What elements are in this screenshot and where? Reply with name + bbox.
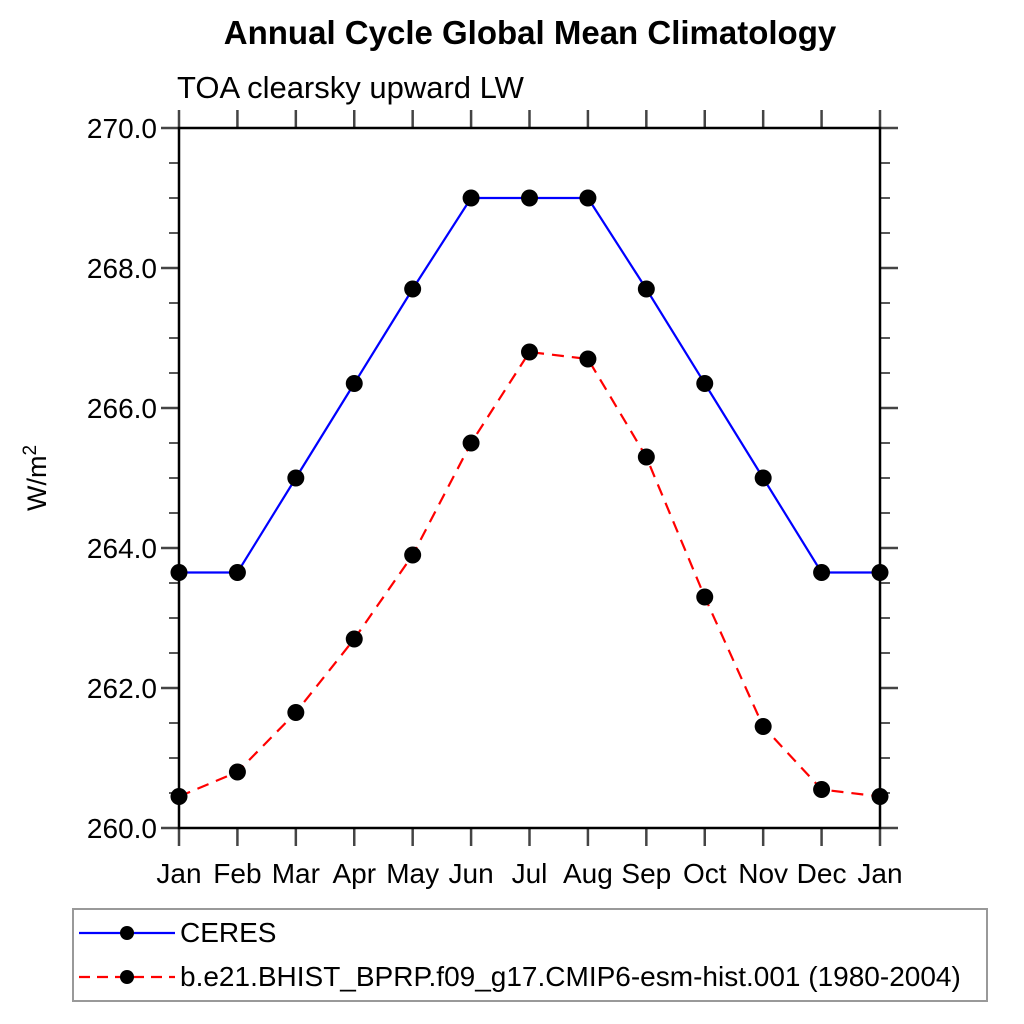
- y-tick-label: 260.0: [87, 813, 157, 844]
- legend-line-sample: [79, 926, 175, 940]
- data-point-marker: [637, 448, 655, 466]
- data-point-marker: [287, 704, 305, 721]
- data-point-marker: [345, 630, 363, 648]
- x-tick-label: Sep: [621, 858, 671, 889]
- data-point-marker: [813, 781, 831, 798]
- x-tick-label: Dec: [797, 858, 847, 889]
- data-point-marker: [228, 763, 246, 781]
- legend-line-sample: [79, 970, 175, 984]
- data-point-marker: [170, 564, 188, 581]
- y-tick-label: 268.0: [87, 253, 157, 284]
- x-tick-label: Nov: [738, 858, 788, 889]
- data-point-marker: [696, 588, 714, 606]
- data-point-marker: [754, 718, 772, 735]
- x-tick-label: May: [386, 858, 439, 889]
- x-tick-label: Oct: [683, 858, 727, 889]
- data-point-marker: [345, 375, 363, 392]
- legend-marker-icon: [120, 926, 134, 940]
- legend-marker-icon: [120, 970, 134, 984]
- data-point-marker: [813, 564, 831, 581]
- data-point-marker: [228, 564, 246, 581]
- x-tick-label: Mar: [272, 858, 320, 889]
- data-point-marker: [462, 434, 480, 452]
- y-tick-label: 270.0: [87, 113, 157, 144]
- legend-label: CERES: [180, 917, 277, 948]
- data-point-marker: [871, 564, 889, 581]
- data-point-marker: [754, 469, 772, 487]
- chart-subtitle: TOA clearsky upward LW: [177, 70, 524, 105]
- data-point-marker: [579, 189, 597, 207]
- data-point-marker: [696, 375, 714, 392]
- x-tick-label: Jan: [156, 858, 201, 889]
- x-tick-label: Apr: [332, 858, 376, 889]
- data-point-marker: [521, 189, 538, 207]
- legend-item-0: CERES: [74, 911, 986, 955]
- x-tick-label: Feb: [213, 858, 261, 889]
- series-line-1: [178, 350, 881, 798]
- y-tick-label: 266.0: [87, 393, 157, 424]
- y-tick-label: 262.0: [87, 673, 157, 704]
- series-line-0: [179, 196, 880, 574]
- legend-label: b.e21.BHIST_BPRP.f09_g17.CMIP6-esm-hist.…: [180, 961, 961, 992]
- data-point-marker: [170, 788, 188, 805]
- data-point-marker: [404, 546, 422, 564]
- chart-title: Annual Cycle Global Mean Climatology: [223, 14, 837, 51]
- x-tick-label: Jun: [449, 858, 494, 889]
- data-point-marker: [871, 788, 889, 805]
- x-tick-label: Aug: [563, 858, 613, 889]
- y-tick-label: 264.0: [87, 533, 157, 564]
- x-tick-label: Jul: [512, 858, 548, 889]
- legend-item-1: b.e21.BHIST_BPRP.f09_g17.CMIP6-esm-hist.…: [74, 955, 986, 999]
- data-point-marker: [637, 280, 655, 298]
- legend: CERES b.e21.BHIST_BPRP.f09_g17.CMIP6-esm-…: [72, 908, 988, 1002]
- data-point-marker: [521, 343, 538, 361]
- data-point-marker: [287, 469, 305, 487]
- y-axis-title: W/m2: [20, 445, 52, 511]
- data-point-marker: [579, 350, 597, 368]
- x-tick-label: Jan: [857, 858, 902, 889]
- data-point-marker: [404, 280, 422, 298]
- plot-frame: [177, 126, 882, 830]
- data-point-marker: [462, 189, 480, 207]
